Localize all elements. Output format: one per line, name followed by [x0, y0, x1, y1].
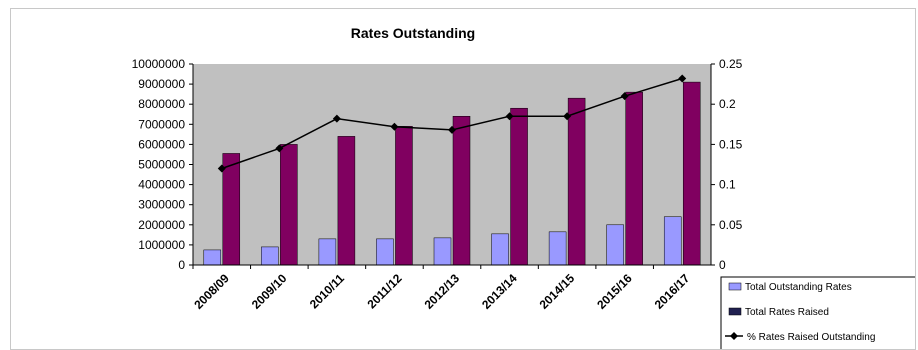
line-point-marker: [620, 92, 629, 101]
bar-total-raised: [395, 126, 413, 266]
legend-label-outstanding: Total Outstanding Rates: [745, 282, 852, 293]
y-left-tick-label: 7000000: [138, 117, 185, 131]
x-tick-label: 2011/12: [364, 271, 404, 311]
line-point-marker: [275, 144, 284, 153]
legend-marker-pct: [730, 332, 738, 340]
line-point-marker: [505, 112, 514, 121]
y-right-tick-label: 0.15: [719, 137, 743, 151]
y-left-tick-label: 3000000: [138, 198, 185, 212]
bar-total-outstanding: [548, 231, 567, 266]
y-right-tick-label: 0.1: [719, 178, 736, 192]
line-point-marker: [448, 125, 456, 134]
x-tick-label: 2015/16: [594, 271, 635, 312]
line-point-marker: [563, 112, 572, 121]
bar-total-outstanding: [433, 237, 452, 266]
bar-total-raised: [625, 91, 643, 266]
legend-box: [720, 276, 915, 349]
chart-title: Rates Outstanding: [351, 25, 475, 41]
bar-total-raised: [567, 97, 586, 266]
bar-total-outstanding: [376, 238, 394, 266]
y-left-tick-label: 4000000: [138, 178, 185, 192]
legend-label-raised: Total Rates Raised: [745, 307, 829, 318]
line-point-marker: [217, 164, 226, 173]
line-point-marker: [390, 122, 399, 131]
bar-total-outstanding: [318, 238, 337, 266]
x-tick-label: 2016/17: [652, 271, 693, 312]
y-right-tick-label: 0.2: [719, 97, 736, 111]
y-left-tick-label: 5000000: [138, 158, 185, 172]
x-tick-label: 2012/13: [422, 271, 463, 312]
y-left-tick-label: 0: [178, 258, 185, 272]
rates-outstanding-chart: Rates Outstanding 0 1000000 2000000 3000000…: [132, 25, 915, 349]
bar-total-raised: [337, 136, 356, 266]
legend-swatch-raised: [728, 307, 742, 316]
bar-total-raised: [682, 81, 701, 266]
y-left-tick-label: 6000000: [138, 137, 185, 151]
line-point-marker: [332, 114, 341, 123]
bar-total-outstanding: [203, 249, 222, 266]
bar-total-outstanding: [606, 224, 624, 266]
x-tick-label: 2009/10: [249, 271, 290, 312]
bar-total-outstanding: [663, 216, 682, 266]
bar-total-raised: [452, 116, 471, 266]
y-left-tick-label: 10000000: [132, 57, 186, 71]
chart-frame: Rates Outstanding 0 1000000 2000000 3000000…: [10, 8, 916, 350]
bar-total-raised: [510, 107, 528, 266]
y-right-tick-label: 0.25: [719, 57, 743, 71]
y-left-tick-label: 8000000: [138, 97, 185, 111]
y-left-tick-label: 1000000: [138, 238, 185, 252]
legend: Total Outstanding Rates Total Rates Raise…: [720, 276, 915, 349]
x-tick-label: 2010/11: [307, 271, 347, 311]
legend-swatch-outstanding: [728, 282, 742, 291]
x-tick-label: 2008/09: [191, 271, 232, 312]
x-tick-label: 2014/15: [537, 271, 578, 312]
y-left-tick-label: 2000000: [138, 218, 185, 232]
y-left-tick-label: 9000000: [138, 77, 185, 91]
y-right-tick-label: 0.05: [719, 218, 743, 232]
legend-label-pct: % Rates Raised Outstanding: [747, 332, 875, 343]
y-right-tick-label: 0: [719, 258, 726, 272]
x-tick-label: 2013/14: [479, 271, 520, 312]
bar-total-raised: [280, 144, 298, 266]
bar-total-outstanding: [261, 246, 279, 266]
line-point-marker: [678, 74, 687, 83]
bar-total-raised: [222, 153, 241, 266]
bar-total-outstanding: [491, 233, 509, 266]
